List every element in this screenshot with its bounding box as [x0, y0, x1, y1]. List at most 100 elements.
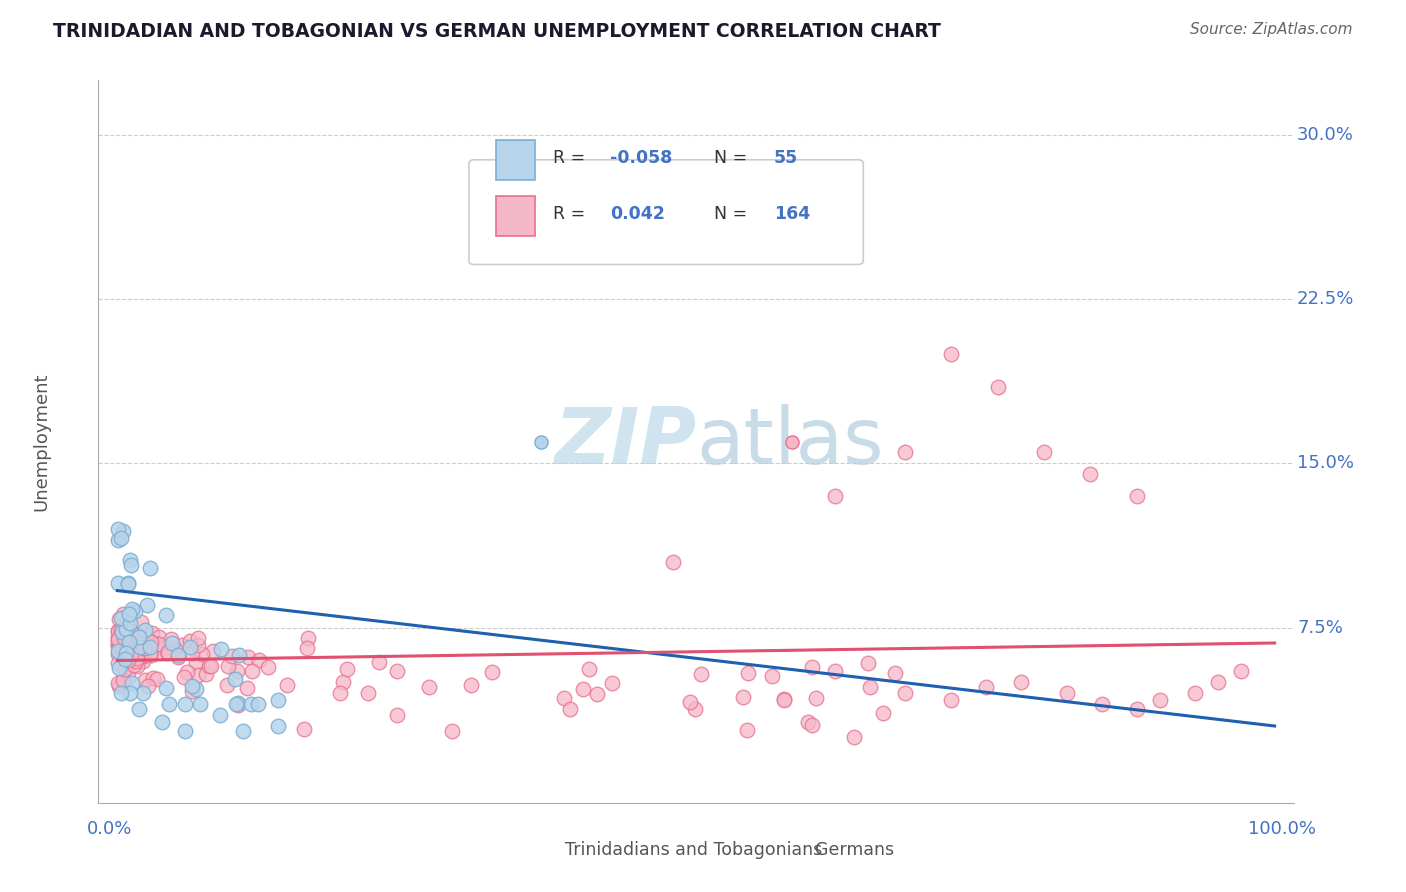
Point [145, 637, 167, 651]
Point [134, 673, 156, 687]
Point [132, 640, 155, 655]
Point [1149, 693, 1171, 707]
Point [148, 637, 170, 651]
Point [139, 648, 162, 662]
Point [239, 698, 262, 712]
Point [198, 658, 221, 673]
Point [107, 632, 129, 647]
Point [155, 646, 177, 660]
Text: 0.0%: 0.0% [87, 821, 132, 838]
Point [127, 651, 149, 665]
Point [107, 644, 129, 658]
Point [120, 624, 142, 639]
Point [136, 599, 159, 613]
Point [134, 648, 156, 663]
Point [156, 645, 179, 659]
Point [600, 676, 623, 690]
Point [111, 610, 134, 624]
Point [332, 674, 354, 689]
Text: 15.0%: 15.0% [1296, 454, 1354, 473]
Point [181, 683, 204, 698]
Point [120, 647, 142, 661]
Point [1230, 665, 1253, 679]
Text: 7.5%: 7.5% [1296, 619, 1343, 637]
Point [733, 690, 755, 704]
Point [187, 638, 209, 652]
Text: atlas: atlas [696, 403, 883, 480]
Point [773, 691, 796, 706]
Point [329, 686, 352, 700]
Point [894, 445, 917, 459]
Point [120, 686, 142, 700]
FancyBboxPatch shape [470, 160, 863, 265]
Point [297, 632, 319, 646]
Point [111, 673, 134, 687]
Point [188, 698, 211, 712]
Point [941, 693, 963, 707]
Point [690, 667, 713, 681]
Text: 0.042: 0.042 [610, 205, 665, 223]
Point [111, 625, 134, 640]
Point [155, 607, 177, 622]
Point [187, 632, 209, 646]
Point [236, 650, 259, 665]
Point [112, 607, 135, 622]
Point [894, 686, 917, 700]
Point [120, 558, 142, 573]
Point [267, 719, 290, 733]
Point [772, 693, 794, 707]
Text: Germans: Germans [815, 841, 894, 859]
Text: N =: N = [714, 205, 747, 223]
Point [209, 641, 232, 656]
Point [1206, 675, 1229, 690]
Point [209, 708, 232, 723]
Point [987, 380, 1010, 394]
Point [128, 640, 150, 654]
Point [1184, 686, 1206, 700]
Point [117, 576, 139, 591]
Point [800, 660, 823, 674]
Point [108, 679, 131, 693]
Point [1126, 489, 1149, 503]
Point [110, 531, 132, 545]
Point [187, 668, 209, 682]
Point [217, 678, 239, 692]
Point [184, 681, 207, 696]
Point [110, 611, 132, 625]
Point [111, 642, 134, 657]
Point [804, 690, 827, 705]
Point [114, 662, 136, 676]
Point [1010, 675, 1032, 690]
Point [150, 714, 173, 729]
Point [155, 681, 177, 695]
Point [181, 647, 204, 661]
Point [737, 723, 759, 737]
Point [160, 632, 183, 647]
Point [131, 643, 153, 657]
Point [225, 698, 247, 712]
Text: R =: R = [553, 149, 585, 167]
Point [107, 522, 129, 536]
Point [114, 662, 136, 676]
Point [125, 659, 148, 673]
Point [117, 656, 139, 670]
Point [180, 679, 202, 693]
Point [824, 665, 846, 679]
Point [107, 624, 129, 638]
Point [128, 630, 150, 644]
Point [941, 347, 963, 361]
Point [224, 673, 246, 687]
Point [118, 615, 141, 630]
Point [179, 640, 201, 654]
Point [179, 634, 201, 648]
Point [107, 624, 129, 638]
Point [578, 662, 600, 676]
Point [134, 624, 156, 638]
Point [139, 640, 162, 654]
Point [108, 612, 131, 626]
Point [240, 664, 263, 678]
Point [884, 665, 907, 680]
Point [142, 671, 165, 685]
Point [257, 660, 280, 674]
Point [107, 638, 129, 652]
